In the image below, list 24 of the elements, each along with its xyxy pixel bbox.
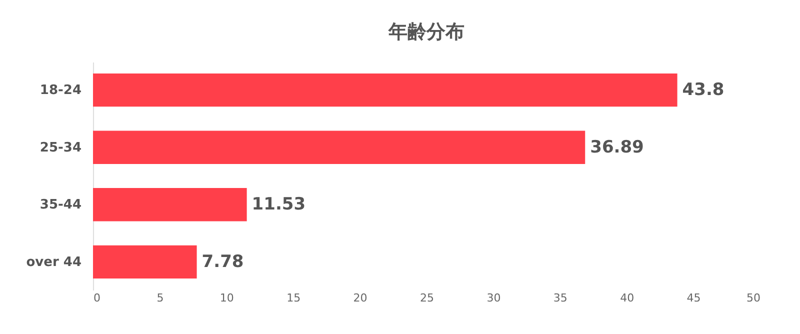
- data-label: 43.8: [682, 80, 724, 100]
- y-tick-label: 18-24: [40, 83, 82, 98]
- y-tick-label: 25-34: [40, 140, 82, 156]
- bar: [93, 188, 247, 222]
- data-label: 7.78: [202, 252, 244, 272]
- x-tick-label: 0: [94, 292, 100, 304]
- x-tick-label: 10: [220, 292, 234, 304]
- chart-title: 年齢分布: [388, 21, 464, 43]
- bar: [93, 245, 197, 279]
- x-tick-label: 20: [353, 292, 368, 304]
- x-tick-label: 15: [286, 292, 301, 304]
- x-tick-label: 30: [486, 292, 501, 304]
- x-tick-label: 5: [156, 292, 164, 304]
- bar: [93, 73, 678, 107]
- data-label: 11.53: [252, 194, 306, 215]
- y-tick-label: 35-44: [40, 198, 82, 213]
- bar: [93, 130, 586, 164]
- x-tick-label: 45: [686, 292, 701, 304]
- x-tick-label: 35: [553, 292, 568, 304]
- y-tick-label: over 44: [26, 254, 82, 270]
- x-tick-label: 50: [746, 292, 760, 304]
- x-tick-label: 40: [620, 292, 634, 304]
- x-tick-label: 25: [420, 292, 434, 304]
- data-label: 36.89: [590, 137, 644, 158]
